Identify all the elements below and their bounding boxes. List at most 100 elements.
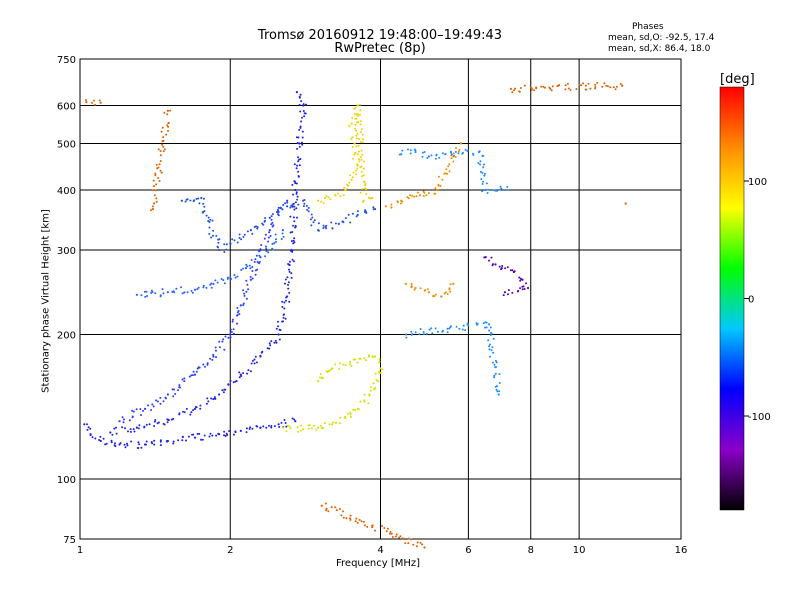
- data-point: [298, 128, 301, 131]
- data-point: [605, 84, 608, 87]
- data-point: [290, 204, 293, 207]
- data-point: [345, 188, 348, 190]
- data-point: [166, 109, 169, 112]
- data-point: [319, 424, 322, 427]
- data-point: [210, 282, 213, 285]
- data-point: [161, 140, 164, 143]
- data-point: [197, 286, 200, 289]
- data-point: [359, 141, 362, 143]
- data-point: [415, 195, 418, 198]
- data-point: [268, 342, 271, 345]
- data-point: [487, 339, 490, 342]
- data-point: [121, 416, 124, 419]
- data-point: [299, 429, 302, 432]
- data-point: [315, 428, 318, 431]
- data-point: [419, 328, 422, 330]
- data-point: [297, 156, 299, 159]
- data-point: [156, 400, 159, 403]
- data-point: [293, 237, 296, 240]
- data-point: [360, 158, 363, 161]
- data-point: [249, 267, 252, 270]
- data-point: [211, 434, 214, 437]
- data-point: [119, 442, 122, 445]
- data-point: [488, 329, 491, 332]
- data-point: [394, 535, 397, 538]
- data-point: [485, 326, 488, 329]
- data-point: [183, 411, 186, 414]
- data-point: [360, 165, 363, 168]
- data-point: [506, 188, 509, 192]
- data-point: [438, 156, 441, 159]
- data-point: [251, 427, 254, 430]
- data-point: [455, 325, 458, 328]
- data-point: [158, 163, 161, 166]
- data-point: [192, 370, 195, 373]
- data-point: [150, 409, 153, 411]
- data-point: [359, 103, 361, 106]
- data-point: [145, 443, 147, 446]
- data-point: [290, 276, 293, 279]
- data-point: [182, 436, 184, 438]
- data-point: [361, 141, 364, 144]
- data-point: [312, 221, 315, 224]
- data-point: [193, 288, 197, 291]
- data-point: [349, 363, 352, 366]
- data-point: [285, 425, 288, 428]
- data-point: [190, 289, 193, 292]
- data-point: [358, 150, 360, 153]
- data-point: [132, 428, 135, 431]
- data-point: [362, 138, 365, 141]
- data-point: [196, 288, 199, 291]
- colorbar-tick-labels: 100 0 -100: [744, 177, 771, 423]
- data-point: [398, 536, 401, 539]
- data-point: [448, 170, 451, 173]
- data-point: [297, 160, 300, 163]
- data-point: [330, 221, 333, 224]
- data-point: [428, 328, 431, 331]
- data-point: [242, 289, 245, 292]
- data-point: [233, 274, 236, 276]
- data-point: [292, 260, 295, 263]
- data-point: [353, 112, 356, 115]
- data-point: [339, 416, 342, 419]
- data-point: [236, 275, 239, 278]
- data-point: [582, 82, 585, 85]
- data-point: [218, 248, 221, 252]
- data-point: [178, 384, 181, 387]
- data-point: [205, 286, 208, 289]
- data-point: [332, 421, 335, 424]
- data-point: [234, 276, 237, 279]
- data-point: [87, 426, 90, 429]
- data-point: [365, 193, 368, 196]
- data-point: [448, 327, 451, 330]
- data-point: [130, 440, 133, 443]
- data-point: [159, 150, 162, 152]
- data-point: [329, 198, 332, 201]
- data-point: [488, 323, 491, 326]
- data-point: [550, 89, 553, 92]
- data-point: [482, 166, 485, 169]
- data-point: [351, 146, 354, 148]
- data-point: [206, 397, 209, 400]
- data-point: [346, 412, 349, 415]
- data-point: [224, 388, 227, 391]
- data-point: [238, 236, 241, 239]
- data-point: [606, 85, 609, 88]
- data-point: [253, 362, 256, 365]
- data-point: [319, 373, 322, 375]
- data-point: [239, 304, 242, 307]
- data-point: [240, 375, 243, 377]
- data-point: [310, 224, 313, 227]
- data-point: [431, 332, 434, 335]
- data-point: [166, 440, 169, 443]
- data-point: [277, 206, 280, 209]
- data-point: [189, 413, 192, 416]
- data-point: [198, 432, 201, 435]
- data-point: [339, 195, 342, 198]
- data-point: [202, 286, 205, 289]
- data-point: [129, 428, 132, 431]
- data-point: [406, 196, 409, 199]
- data-point: [195, 197, 198, 200]
- data-point: [575, 88, 578, 90]
- data-point: [297, 203, 300, 206]
